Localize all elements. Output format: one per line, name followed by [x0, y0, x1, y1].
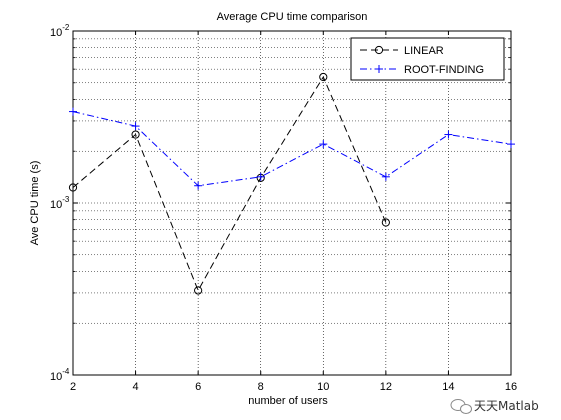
- series-group: [68, 72, 515, 295]
- grid: [73, 31, 511, 375]
- x-tick-label: 16: [505, 381, 517, 393]
- data-point-plus-marker: [69, 107, 77, 116]
- x-tick-label: 12: [380, 381, 392, 393]
- data-point-circle-marker: [68, 183, 78, 192]
- y-tick-exponent: -2: [62, 23, 70, 32]
- data-point-circle-marker: [319, 72, 328, 82]
- series-line: [72, 111, 512, 187]
- data-point-circle-marker: [194, 286, 203, 295]
- x-tick-label: 6: [195, 381, 201, 393]
- y-tick-exponent: -4: [62, 367, 70, 376]
- data-point-plus-marker: [256, 172, 265, 181]
- y-axis-label: Ave CPU time (s): [29, 161, 41, 246]
- series-root-finding: [69, 107, 515, 190]
- data-point-plus-marker: [444, 130, 453, 139]
- data-point-plus-marker: [507, 140, 515, 149]
- x-tick-label: 10: [317, 381, 329, 393]
- legend-box: [350, 37, 505, 81]
- legend: LINEAR ROOT-FINDING: [350, 37, 505, 81]
- y-tick-label: 10-2: [50, 23, 70, 39]
- legend-label: LINEAR: [404, 45, 444, 57]
- wechat-logo-icon: [450, 399, 472, 414]
- data-point-circle-marker: [131, 130, 140, 139]
- x-tick-label: 2: [70, 381, 76, 393]
- legend-items: LINEAR ROOT-FINDING: [360, 45, 484, 76]
- y-tick-label: 10-3: [50, 195, 70, 211]
- data-point-plus-marker: [194, 181, 203, 190]
- series-linear: [68, 72, 390, 295]
- data-point-plus-marker: [131, 122, 140, 131]
- data-point-circle-marker: [374, 45, 384, 55]
- x-axis-label: number of users: [248, 395, 328, 407]
- x-tick-label: 8: [258, 381, 264, 393]
- x-tick-label: 14: [442, 381, 454, 393]
- series-line: [72, 75, 387, 292]
- y-tick-label: 10-4: [50, 367, 70, 383]
- y-tick-base: 10: [50, 199, 62, 211]
- data-point-plus-marker: [319, 140, 328, 149]
- watermark: 天天Matlab: [450, 399, 539, 414]
- data-point-plus-marker: [375, 65, 383, 73]
- data-point-circle-marker: [381, 218, 390, 227]
- watermark-text: 天天Matlab: [474, 399, 539, 413]
- y-tick-base: 10: [50, 371, 62, 383]
- x-tick-label: 4: [133, 381, 139, 393]
- y-tick-exponent: -3: [62, 195, 70, 204]
- data-point-plus-marker: [381, 172, 390, 181]
- legend-label: ROOT-FINDING: [404, 64, 484, 76]
- y-tick-base: 10: [50, 27, 62, 39]
- chart-title: Average CPU time comparison: [217, 11, 368, 23]
